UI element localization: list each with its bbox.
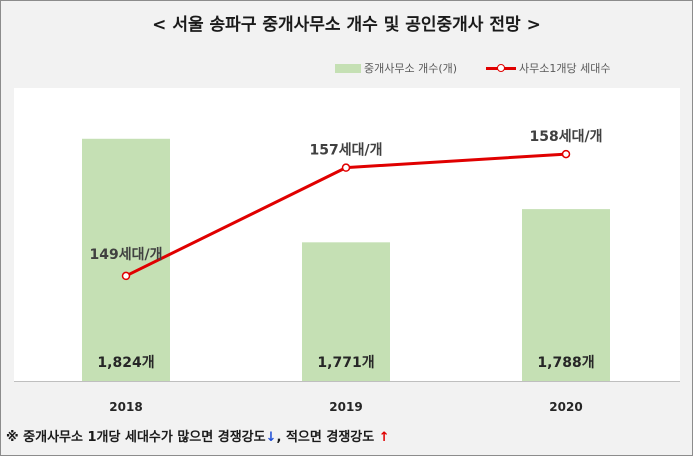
legend: 중개사무소 개수(개) 사무소1개당 세대수 bbox=[0, 60, 693, 80]
chart-title: < 서울 송파구 중개사무소 개수 및 공인중개사 전망 > bbox=[152, 15, 541, 35]
legend-swatch-bar bbox=[335, 63, 361, 73]
line-data-label: 149세대/개 bbox=[90, 247, 163, 263]
footnote-middle: , 적으면 경쟁강도 bbox=[276, 430, 379, 445]
line-point-2019 bbox=[341, 163, 351, 172]
legend-item-line: 사무소1개당 세대수 bbox=[486, 60, 610, 76]
bar-2020 bbox=[522, 209, 610, 381]
bar-data-label: 1,824개 bbox=[97, 355, 154, 371]
bar-data-label: 1,771개 bbox=[317, 355, 374, 371]
legend-item-bar: 중개사무소 개수(개) bbox=[335, 60, 457, 76]
x-tick-label: 2020 bbox=[549, 400, 582, 414]
line-data-label: 157세대/개 bbox=[310, 143, 383, 159]
arrow-up-icon: ↑ bbox=[378, 430, 390, 445]
legend-label-bar: 중개사무소 개수(개) bbox=[364, 62, 458, 75]
x-tick-label: 2019 bbox=[329, 400, 362, 414]
line-point-2018 bbox=[121, 271, 131, 281]
line-data-label: 158세대/개 bbox=[530, 129, 603, 145]
x-tick-label: 2018 bbox=[109, 400, 142, 414]
line-point-2020 bbox=[561, 149, 571, 159]
bar-2019 bbox=[302, 242, 390, 381]
bar-data-label: 1,788개 bbox=[537, 355, 594, 371]
footnote-prefix: ※ 중개사무소 1개당 세대수가 많으면 경쟁강도 bbox=[6, 430, 266, 445]
footnote: ※ 중개사무소 1개당 세대수가 많으면 경쟁강도↓, 적으면 경쟁강도 ↑ bbox=[6, 426, 390, 445]
legend-swatch-line bbox=[486, 61, 516, 75]
legend-label-line: 사무소1개당 세대수 bbox=[519, 62, 611, 75]
arrow-down-icon: ↓ bbox=[265, 430, 277, 445]
